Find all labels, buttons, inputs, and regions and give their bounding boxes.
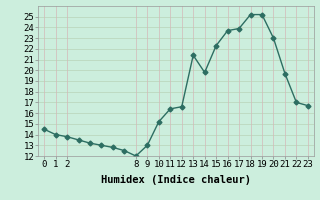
X-axis label: Humidex (Indice chaleur): Humidex (Indice chaleur)	[101, 175, 251, 185]
